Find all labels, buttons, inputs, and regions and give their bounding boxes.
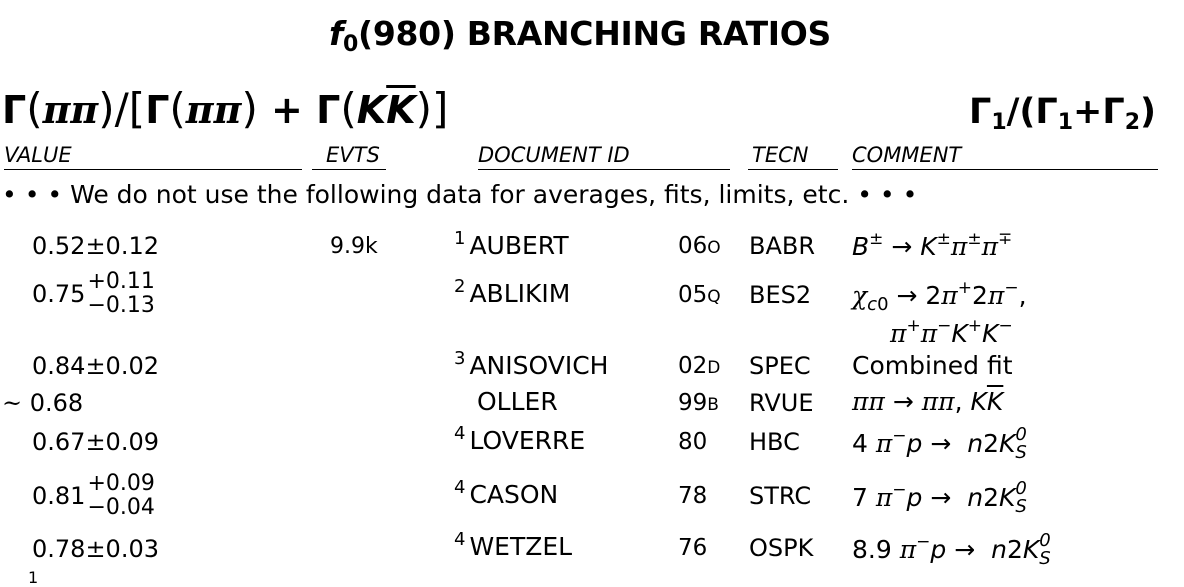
page-title: f0(980) BRANCHING RATIOS: [328, 14, 832, 57]
row-tecn: BES2: [749, 281, 812, 309]
row-document: 4 LOVERRE: [454, 423, 586, 455]
row-comment: 4 π−p → n2K 0 S: [852, 424, 1027, 463]
row-tecn: HBC: [749, 428, 800, 456]
row-value: 0.52±0.12: [32, 232, 159, 260]
ratio-label: Γ1/(Γ1+Γ2): [969, 92, 1156, 135]
row-document: 2 ABLIKIM: [454, 276, 571, 308]
notice-text: • • • We do not use the following data f…: [2, 180, 918, 209]
header-comment: COMMENT: [852, 143, 1158, 170]
row-comment-continued: π+π−K+K−: [890, 316, 1013, 348]
row-document: 3 ANISOVICH: [454, 348, 609, 380]
row-year: 05Q: [678, 282, 721, 308]
row-value: 0.67±0.09: [32, 428, 159, 456]
row-year: 76: [678, 535, 708, 561]
row-year: 78: [678, 483, 708, 509]
row-year: 06O: [678, 233, 721, 259]
row-comment: 7 π−p → n2K 0 S: [852, 478, 1027, 517]
row-tecn: RVUE: [749, 389, 814, 417]
row-year: 80: [678, 429, 708, 455]
row-year: 02D: [678, 353, 721, 379]
header-evts: EVTS: [312, 143, 386, 170]
row-value: 0.81 +0.09 −0.04: [32, 471, 155, 520]
row-comment: ππ → ππ, KK: [852, 387, 1004, 416]
row-tecn: OSPK: [749, 534, 814, 562]
row-comment: 8.9 π−p → n2K 0 S: [852, 530, 1051, 569]
row-tecn: STRC: [749, 482, 812, 510]
row-document: 4 CASON: [454, 477, 559, 509]
row-tecn: SPEC: [749, 352, 811, 380]
row-document: 1 AUBERT: [454, 228, 569, 260]
header-value: VALUE: [4, 143, 302, 170]
row-document: 4 WETZEL: [454, 529, 573, 561]
header-document-id: DOCUMENT ID: [478, 143, 730, 170]
row-tecn: BABR: [749, 232, 816, 260]
branching-ratio-formula: Γ(ππ)/[Γ(ππ) + Γ(KK)]: [2, 84, 449, 133]
row-value: ~ 0.68: [2, 389, 84, 417]
row-comment: Combined fit: [852, 351, 1013, 380]
header-tecn: TECN: [748, 143, 838, 170]
row-evts: 9.9k: [330, 234, 378, 259]
row-comment: χc0 → 2π+2π−,: [852, 278, 1027, 315]
row-document: OLLER: [477, 387, 558, 416]
row-year: 99B: [678, 390, 719, 416]
row-value: 0.75 +0.11 −0.13: [32, 269, 155, 318]
row-value: 0.84±0.02: [32, 352, 159, 380]
row-comment: B± → K±π±π∓: [852, 229, 1013, 261]
row-value: 0.78±0.03: [32, 535, 159, 563]
footnote-marker: 1: [28, 568, 39, 587]
